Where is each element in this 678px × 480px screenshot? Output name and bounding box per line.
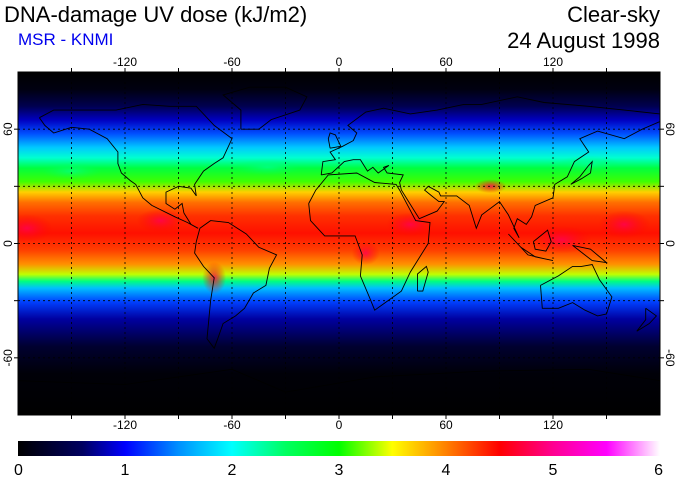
colorbar-label: 1	[121, 462, 130, 479]
uv-maximum-patch	[351, 241, 380, 266]
organization-label: MSR - KNMI	[18, 30, 114, 49]
lon-label-top: 0	[336, 55, 343, 69]
lon-label-bottom: -120	[113, 418, 137, 432]
lon-label-bottom: 60	[439, 418, 453, 432]
uv-maximum-patch	[474, 179, 507, 194]
coastline-north-america	[39, 103, 233, 229]
map-axis-labels: -120 -120 -60 -60 0 0 60 60 120 120 60 60 0 0 -60 -60	[1, 55, 677, 432]
coastline-eurasia	[320, 96, 660, 239]
colorbar-labels: 0 1 2 3 4 5 6	[14, 462, 663, 479]
map-title: DNA-damage UV dose (kJ/m2)	[4, 2, 308, 27]
coastline-japan	[570, 160, 593, 185]
uv-maximum-patch	[598, 210, 651, 239]
coastline-indonesia	[508, 233, 554, 262]
coastline-africa	[308, 172, 431, 311]
coastline-madagascar	[417, 265, 429, 292]
uv-midlatitude-patch	[558, 155, 619, 172]
colorbar-label: 4	[442, 462, 451, 479]
uv-maximum-patch	[136, 208, 185, 233]
lat-label-right: 60	[663, 122, 677, 136]
lon-label-top: 60	[439, 55, 453, 69]
uv-midlatitude-patch	[41, 163, 102, 180]
uv-midlatitude-patch	[233, 159, 302, 176]
coastline-antarctica	[18, 368, 660, 393]
colorbar-label: 6	[654, 462, 663, 479]
lat-lon-gridlines	[18, 72, 660, 415]
lon-label-top: -120	[113, 55, 137, 69]
uv-maximum-patch	[386, 212, 435, 237]
sky-condition-label: Clear-sky	[567, 2, 660, 27]
coastline-new-zealand	[636, 307, 658, 332]
uv-maximum-patch	[531, 225, 592, 254]
lat-label-left: -60	[1, 349, 15, 367]
date-label: 24 August 1998	[507, 28, 660, 53]
colorbar-label: 0	[14, 462, 23, 479]
colorbar-label: 2	[228, 462, 237, 479]
lat-label-right: 0	[663, 240, 677, 247]
coastline-south-america	[194, 220, 278, 350]
colorbar-label: 5	[549, 462, 558, 479]
colorbar	[18, 441, 660, 456]
lat-label-right: -60	[663, 349, 677, 367]
colorbar-label: 3	[335, 462, 344, 479]
lon-label-bottom: 120	[543, 418, 563, 432]
lon-label-top: 120	[543, 55, 563, 69]
lat-label-left: 60	[1, 122, 15, 136]
uv-maximum-patch	[18, 214, 53, 243]
lon-label-bottom: 0	[336, 418, 343, 432]
coastline-borneo	[532, 229, 552, 252]
coastline-australia	[540, 263, 613, 317]
lon-label-top: -60	[223, 55, 241, 69]
coastline-uk	[327, 132, 342, 149]
map-tick-marks	[14, 68, 664, 419]
lon-label-bottom: -60	[223, 418, 241, 432]
coastlines	[18, 86, 660, 393]
lat-label-left: 0	[1, 240, 15, 247]
